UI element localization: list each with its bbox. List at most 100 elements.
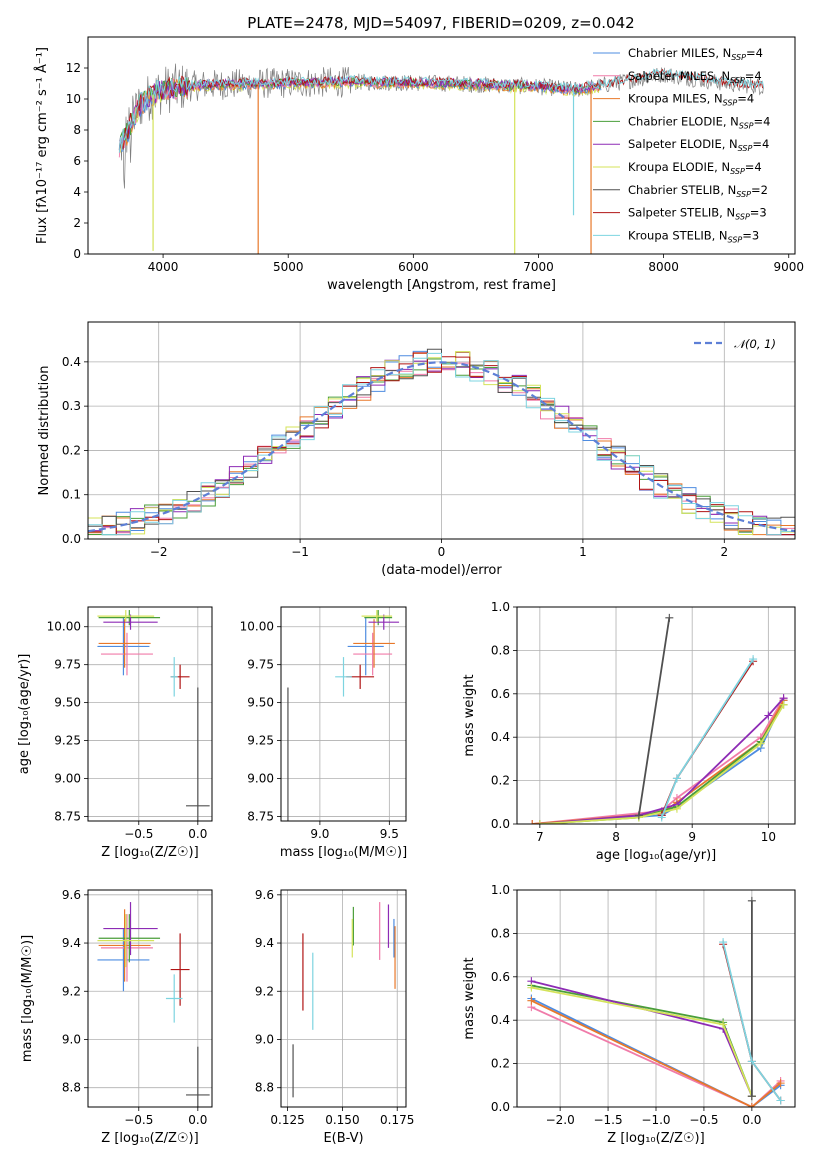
series-line [531,986,753,1097]
series-chabrier-miles [528,696,788,824]
axes-frame [516,606,796,825]
y-tick-label: 9.4 [255,936,274,950]
x-axis-label: Z [log₁₀(Z/Z☉)] [101,845,198,860]
series-marker [749,655,758,664]
mass-vs-ebv-panel: 0.125 0.150 0.175 8.8 9.0 9.2 9.4 9.6 E(B-V) [255,888,415,1146]
y-tick-label: 9.25 [54,734,81,748]
y-tick-label: 1.0 [491,883,510,897]
axes-frame [87,889,213,1108]
x-tick-label: −1.0 [641,1113,670,1127]
legend-value: =4 [752,137,769,151]
legend-text: Kroupa STELIB, N [628,228,728,242]
y-tick-label: 9.6 [62,888,81,902]
series-line [531,984,753,1097]
y-tick-label: 12 [66,61,81,75]
series-marker [535,820,544,824]
y-tick-label: 0.0 [491,817,510,831]
y-tick-label: 9.50 [247,696,274,710]
series-line [531,997,782,1107]
legend-value: =3 [750,206,767,220]
axes-frame [87,321,796,540]
y-axis-label: mass weight [462,957,477,1039]
plot-area [97,902,210,1107]
grid [281,890,406,1107]
grid [281,607,406,821]
y-tick-label: 6 [73,154,81,168]
point-chabrier-miles [97,928,150,992]
x-tick-label: 9.5 [380,827,399,841]
series-kroupa-elodie [527,983,756,1101]
series-marker [747,1057,756,1066]
plot-area [97,610,210,821]
y-tick-label: 8.75 [54,809,81,823]
y-tick-label: 0.0 [62,532,81,546]
x-tick-label: 0.125 [270,1113,304,1127]
series-marker [764,711,773,720]
point-kroupa-miles [98,619,151,668]
mass-weight-vs-metallicity-panel: −2.0 −1.5 −1.0 −0.5 0.0 0.0 0.2 0.4 0.6 0.8 1.0 Z [… [462,883,796,1146]
x-tick-label: 0.150 [325,1113,359,1127]
y-tick-label: 10.00 [47,620,81,634]
legend-value: =4 [745,160,762,174]
legend-entry: 𝒩(0, 1) [734,337,776,351]
legend-entry: Salpeter ELODIE, NSSP=4 [628,137,769,153]
y-tick-label: 0.8 [491,643,510,657]
y-tick-label: 0.2 [62,443,81,457]
series-marker [719,938,728,947]
x-tick-label: 9 [688,830,696,844]
series-marker [527,996,536,1005]
x-tick-label: 0.0 [742,1113,761,1127]
y-tick-label: 0.2 [491,774,510,788]
series-line [660,660,754,816]
legend-subscript: SSP [723,99,738,108]
y-tick-label: 10 [66,92,81,106]
legend-value: =4 [737,92,754,106]
x-tick-label: 0.0 [188,1113,207,1127]
x-axis-label: age [log₁₀(age/yr)] [596,848,717,863]
axes-frame [87,606,213,822]
x-tick-label: 9000 [773,260,804,274]
y-tick-label: 9.4 [62,936,81,950]
normal-curve [88,361,795,533]
series-line [539,704,785,824]
y-tick-label: 9.50 [54,696,81,710]
series-marker [747,1103,756,1107]
series-kroupa-stelib [657,655,758,822]
series-marker [665,613,674,622]
y-axis-label: mass [log₁₀(M/M☉)] [20,935,35,1062]
x-tick-label: 5000 [273,260,304,274]
legend-value: =4 [745,69,762,83]
legend-entry: Kroupa ELODIE, NSSP=4 [628,160,762,176]
series-marker [747,1092,756,1101]
x-tick-label: 8000 [648,260,679,274]
x-tick-label: −2 [150,545,168,559]
y-tick-label: 0.0 [491,1100,510,1114]
grid [88,607,212,821]
series-marker [527,983,536,992]
series-line [532,697,785,824]
spectrum-line-kroupa-stelib [118,68,765,153]
legend-entry: Kroupa STELIB, NSSP=3 [628,228,759,244]
y-tick-label: 0.6 [491,687,510,701]
x-tick-label: 0 [438,545,446,559]
y-tick-label: 10.00 [240,620,274,634]
plot-area [287,610,400,821]
y-tick-label: 0.6 [491,970,510,984]
legend-value: =4 [746,46,763,60]
age-vs-metallicity-panel: −0.5 0.0 8.75 9.00 9.25 9.50 9.75 10.00 Z [log₁₀… [17,606,213,860]
plot-area [528,613,788,824]
x-tick-label: −1 [291,545,309,559]
series-marker [528,820,537,824]
legend-text: Chabrier ELODIE, N [628,114,739,128]
y-tick-label: 0.1 [62,488,81,502]
series-marker [657,813,666,822]
y-tick-label: 0.4 [62,355,81,369]
legend-text: Chabrier MILES, N [628,46,731,60]
y-tick-label: 0.2 [491,1057,510,1071]
series-line [539,697,785,824]
series-marker [779,700,788,709]
series-marker [747,896,756,905]
spectrum-line-salpeter-stelib [118,68,764,151]
point-kroupa-miles [353,619,395,668]
